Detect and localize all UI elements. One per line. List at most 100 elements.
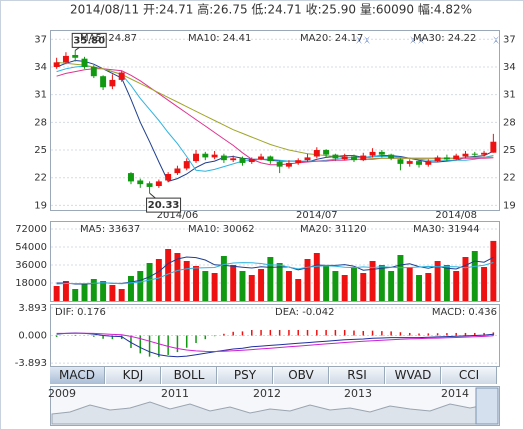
volume-bar — [248, 275, 255, 301]
candle-body — [378, 151, 385, 155]
candle-body — [481, 152, 488, 155]
annotation-box — [71, 32, 107, 48]
volume-bar — [332, 271, 339, 301]
candle-body — [332, 154, 339, 159]
candle-body — [62, 55, 69, 63]
candle-body — [146, 183, 153, 187]
y-tick-label: 3.893 — [18, 303, 47, 314]
volume-bar — [146, 263, 153, 301]
volume-bar — [397, 255, 404, 301]
legend-entry: MA30: 24.22 — [413, 33, 476, 44]
navigator-year: 2011 — [161, 387, 189, 400]
candle-body — [155, 181, 162, 187]
legend-entry: MA20: 31120 — [300, 224, 367, 235]
y-tick-label: -3.893 — [15, 358, 47, 369]
y-tick-label: 36000 — [15, 260, 47, 271]
indicator-tab[interactable]: OBV — [274, 367, 329, 384]
y-tick-label-right: 31 — [503, 90, 516, 101]
legend-entry: DIF: 0.176 — [55, 307, 106, 318]
volume-bar — [378, 265, 385, 301]
candle-body — [425, 161, 432, 165]
x-tick-label: 2014/07 — [296, 210, 338, 221]
indicator-tab[interactable]: BOLL — [162, 367, 217, 384]
volume-bar — [72, 289, 79, 301]
candle-body — [323, 150, 330, 155]
navigator-year: 2009 — [48, 387, 76, 400]
volume-bar — [416, 275, 422, 301]
legend-entry: MA20: 24.17 — [300, 33, 363, 44]
candle-body — [230, 158, 237, 161]
volume-bar — [183, 261, 190, 301]
y-tick-label: 54000 — [15, 242, 47, 253]
navigator-handle[interactable] — [475, 387, 499, 425]
candle-body — [183, 161, 190, 169]
candle-body — [109, 79, 116, 87]
candle-body — [276, 162, 283, 167]
volume-bar — [341, 275, 348, 301]
volume-bar — [258, 269, 265, 301]
candle-body — [351, 156, 357, 161]
candle-body — [462, 153, 469, 157]
ma-line — [56, 332, 494, 353]
x-tick-label: 2014/06 — [157, 210, 199, 221]
candle-body — [174, 168, 181, 174]
header-info: 2014/08/11 开:24.71 高:26.75 低:24.71 收:25.… — [70, 2, 472, 17]
volume-bar — [453, 271, 460, 301]
candle-body — [211, 154, 218, 158]
candle-body — [304, 157, 311, 161]
navigator-year: 2012 — [253, 387, 281, 400]
volume-panel — [50, 221, 500, 302]
y-tick-label: 22 — [34, 173, 47, 184]
legend-entry: MACD: 0.436 — [432, 307, 497, 318]
indicator-tab[interactable]: PSY — [218, 367, 273, 384]
volume-bar — [53, 286, 60, 301]
candle-body — [248, 159, 255, 163]
volume-bar — [118, 289, 125, 301]
ma-line — [56, 65, 494, 172]
volume-bar — [202, 271, 209, 301]
annotation-label: 20.33 — [148, 200, 180, 211]
candle-body — [90, 66, 97, 77]
y-tick-label: 25 — [34, 145, 47, 156]
candle-body — [258, 156, 265, 160]
indicator-tab[interactable]: KDJ — [106, 367, 161, 384]
navigator-year: 2013 — [344, 387, 372, 400]
volume-bar — [109, 285, 116, 301]
ma-line — [56, 332, 494, 358]
volume-bar — [471, 251, 478, 301]
indicator-tab[interactable]: MACD — [50, 367, 105, 384]
indicator-tab[interactable]: CCI — [442, 367, 497, 384]
legend-entry: MA10: 30062 — [188, 224, 255, 235]
candle-body — [220, 155, 227, 161]
volume-bar — [239, 271, 246, 301]
y-tick-label: 34 — [34, 62, 47, 73]
candle-body — [72, 54, 79, 58]
ma-line — [56, 262, 494, 285]
volume-bar — [481, 267, 488, 301]
candle-body — [416, 161, 422, 165]
volume-bar — [462, 257, 469, 301]
candle-body — [397, 159, 404, 164]
y-tick-label: 28 — [34, 117, 47, 128]
volume-bar — [81, 283, 88, 301]
indicator-tab[interactable]: WVAD — [386, 367, 441, 384]
macd-panel — [50, 304, 500, 367]
volume-bar — [165, 249, 172, 301]
navigator-area — [51, 401, 481, 425]
volume-bar — [295, 279, 302, 301]
volume-bar — [425, 273, 432, 301]
indicator-tab[interactable]: RSI — [330, 367, 385, 384]
y-tick-label-right: 25 — [503, 145, 516, 156]
legend-entry: MA10: 24.41 — [188, 33, 251, 44]
candle-body — [434, 157, 441, 162]
candle-body — [388, 154, 395, 159]
range-icons — [356, 36, 499, 44]
candle-body — [193, 153, 199, 162]
candle-body — [128, 173, 134, 182]
y-tick-label-right: 34 — [503, 62, 516, 73]
y-tick-label: 37 — [34, 34, 47, 45]
volume-bar — [128, 276, 134, 301]
candle-body — [81, 58, 88, 67]
